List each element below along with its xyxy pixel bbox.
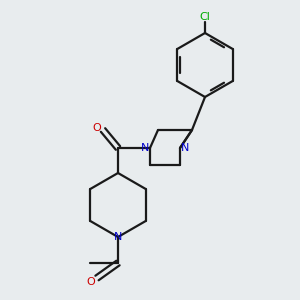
Text: O: O: [87, 277, 95, 287]
Text: N: N: [114, 232, 122, 242]
Text: N: N: [181, 143, 189, 153]
Text: Cl: Cl: [200, 12, 210, 22]
Text: O: O: [93, 123, 101, 133]
Text: N: N: [141, 143, 149, 153]
